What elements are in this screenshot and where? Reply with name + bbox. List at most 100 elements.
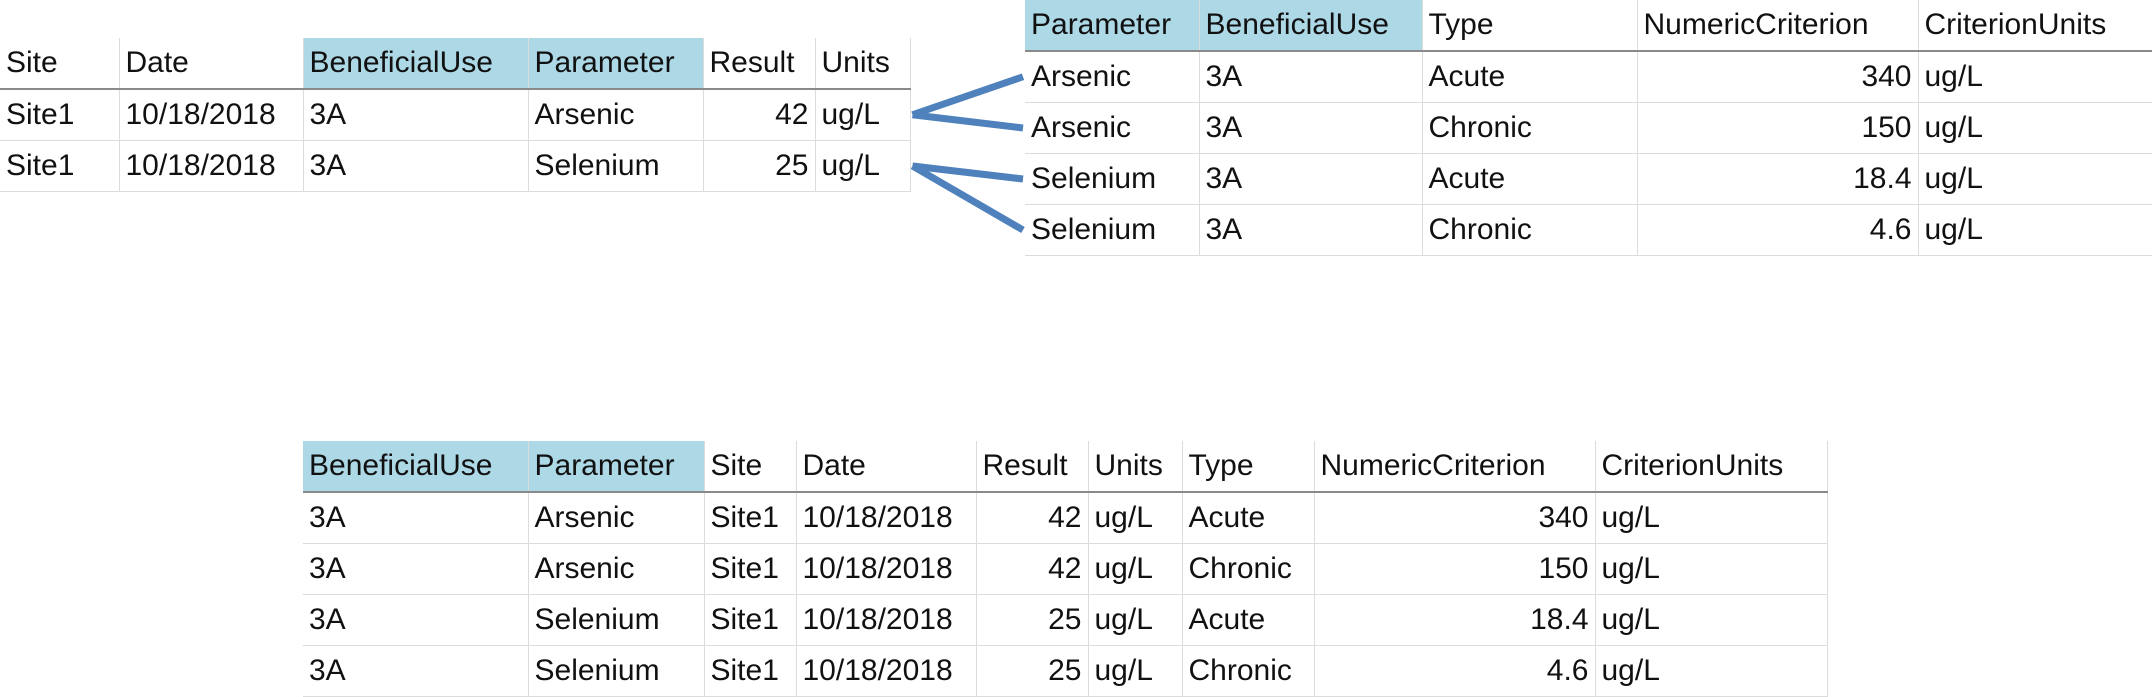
cell-numeric-criterion: 150: [1314, 543, 1596, 595]
cell-units: ug/L: [815, 89, 911, 141]
join-connector-line: [910, 162, 1025, 234]
column-header-numeric-criterion: NumericCriterion: [1637, 0, 1919, 52]
cell-type: Chronic: [1422, 102, 1638, 154]
joined-header: BeneficialUse Parameter Site Date Result Unit…: [303, 441, 1828, 493]
cell-numeric-criterion: 18.4: [1314, 594, 1596, 646]
cell-type: Acute: [1422, 153, 1638, 205]
cell-parameter: Selenium: [528, 594, 705, 646]
joined-header-row: BeneficialUse Parameter Site Date Result Unit…: [303, 441, 1828, 493]
column-header-numeric-criterion: NumericCriterion: [1314, 441, 1596, 493]
cell-beneficial-use: 3A: [303, 140, 529, 192]
column-header-beneficial-use: BeneficialUse: [303, 38, 529, 90]
cell-criterion-units: ug/L: [1595, 645, 1828, 697]
table-row: 3A Selenium Site1 10/18/2018 25 ug/L Chronic 4.…: [303, 645, 1828, 697]
cell-date: 10/18/2018: [796, 645, 977, 697]
join-connector-line: [911, 73, 1025, 119]
cell-type: Acute: [1182, 492, 1315, 544]
observations-header: Site Date BeneficialUse Parameter Result Unit…: [0, 38, 911, 90]
cell-site: Site1: [704, 594, 797, 646]
table-row: Arsenic 3A Chronic 150 ug/L: [1025, 102, 2152, 154]
cell-date: 10/18/2018: [796, 594, 977, 646]
cell-parameter: Selenium: [528, 140, 704, 192]
cell-beneficial-use: 3A: [1199, 204, 1423, 256]
joined-table: BeneficialUse Parameter Site Date Result Unit…: [303, 441, 1828, 697]
cell-criterion-units: ug/L: [1918, 204, 2152, 256]
table-row: Selenium 3A Acute 18.4 ug/L: [1025, 153, 2152, 205]
cell-site: Site1: [0, 140, 120, 192]
cell-criterion-units: ug/L: [1595, 594, 1828, 646]
cell-type: Chronic: [1182, 543, 1315, 595]
cell-parameter: Arsenic: [528, 543, 705, 595]
cell-result: 42: [703, 89, 816, 141]
column-header-date: Date: [119, 38, 304, 90]
cell-beneficial-use: 3A: [303, 89, 529, 141]
cell-site: Site1: [704, 543, 797, 595]
cell-beneficial-use: 3A: [303, 543, 529, 595]
observations-body: Site1 10/18/2018 3A Arsenic 42 ug/L Site1 10/18…: [0, 89, 911, 192]
cell-result: 25: [703, 140, 816, 192]
cell-parameter: Arsenic: [1025, 102, 1200, 154]
cell-numeric-criterion: 340: [1314, 492, 1596, 544]
cell-units: ug/L: [1088, 645, 1183, 697]
cell-parameter: Arsenic: [528, 89, 704, 141]
cell-type: Chronic: [1182, 645, 1315, 697]
cell-units: ug/L: [1088, 594, 1183, 646]
column-header-beneficial-use: BeneficialUse: [303, 441, 529, 493]
cell-parameter: Arsenic: [528, 492, 705, 544]
column-header-site: Site: [0, 38, 120, 90]
cell-beneficial-use: 3A: [303, 594, 529, 646]
table-row: 3A Arsenic Site1 10/18/2018 42 ug/L Chronic 150…: [303, 543, 1828, 595]
cell-date: 10/18/2018: [796, 492, 977, 544]
cell-parameter: Selenium: [1025, 204, 1200, 256]
cell-result: 25: [976, 594, 1089, 646]
cell-criterion-units: ug/L: [1918, 51, 2152, 103]
cell-result: 42: [976, 492, 1089, 544]
cell-type: Acute: [1422, 51, 1638, 103]
column-header-result: Result: [703, 38, 816, 90]
table-row: Arsenic 3A Acute 340 ug/L: [1025, 51, 2152, 103]
column-header-criterion-units: CriterionUnits: [1595, 441, 1828, 493]
cell-criterion-units: ug/L: [1595, 543, 1828, 595]
cell-type: Acute: [1182, 594, 1315, 646]
cell-numeric-criterion: 18.4: [1637, 153, 1919, 205]
table-row: Selenium 3A Chronic 4.6 ug/L: [1025, 204, 2152, 256]
criteria-body: Arsenic 3A Acute 340 ug/L Arsenic 3A Chronic 150…: [1025, 51, 2152, 256]
column-header-parameter: Parameter: [1025, 0, 1200, 52]
join-connector-line: [912, 162, 1024, 183]
column-header-parameter: Parameter: [528, 441, 705, 493]
table-row: Site1 10/18/2018 3A Selenium 25 ug/L: [0, 140, 911, 192]
joined-body: 3A Arsenic Site1 10/18/2018 42 ug/L Acute 340 ug…: [303, 492, 1828, 697]
cell-units: ug/L: [1088, 543, 1183, 595]
cell-site: Site1: [0, 89, 120, 141]
table-row: Site1 10/18/2018 3A Arsenic 42 ug/L: [0, 89, 911, 141]
column-header-site: Site: [704, 441, 797, 493]
cell-beneficial-use: 3A: [1199, 102, 1423, 154]
cell-beneficial-use: 3A: [303, 645, 529, 697]
cell-numeric-criterion: 4.6: [1637, 204, 1919, 256]
cell-date: 10/18/2018: [119, 89, 304, 141]
cell-result: 25: [976, 645, 1089, 697]
observations-table: Site Date BeneficialUse Parameter Result Unit…: [0, 38, 911, 192]
cell-date: 10/18/2018: [119, 140, 304, 192]
cell-criterion-units: ug/L: [1595, 492, 1828, 544]
criteria-table: Parameter BeneficialUse Type NumericCriteri…: [1025, 0, 2152, 256]
cell-criterion-units: ug/L: [1918, 102, 2152, 154]
criteria-header-row: Parameter BeneficialUse Type NumericCriteri…: [1025, 0, 2152, 52]
column-header-parameter: Parameter: [528, 38, 704, 90]
cell-site: Site1: [704, 492, 797, 544]
column-header-beneficial-use: BeneficialUse: [1199, 0, 1423, 52]
cell-numeric-criterion: 4.6: [1314, 645, 1596, 697]
cell-beneficial-use: 3A: [303, 492, 529, 544]
cell-beneficial-use: 3A: [1199, 51, 1423, 103]
observations-header-row: Site Date BeneficialUse Parameter Result Unit…: [0, 38, 911, 90]
column-header-units: Units: [815, 38, 911, 90]
column-header-date: Date: [796, 441, 977, 493]
cell-parameter: Arsenic: [1025, 51, 1200, 103]
cell-numeric-criterion: 150: [1637, 102, 1919, 154]
cell-units: ug/L: [1088, 492, 1183, 544]
cell-parameter: Selenium: [1025, 153, 1200, 205]
cell-numeric-criterion: 340: [1637, 51, 1919, 103]
cell-parameter: Selenium: [528, 645, 705, 697]
join-connector-line: [912, 111, 1024, 132]
column-header-type: Type: [1182, 441, 1315, 493]
